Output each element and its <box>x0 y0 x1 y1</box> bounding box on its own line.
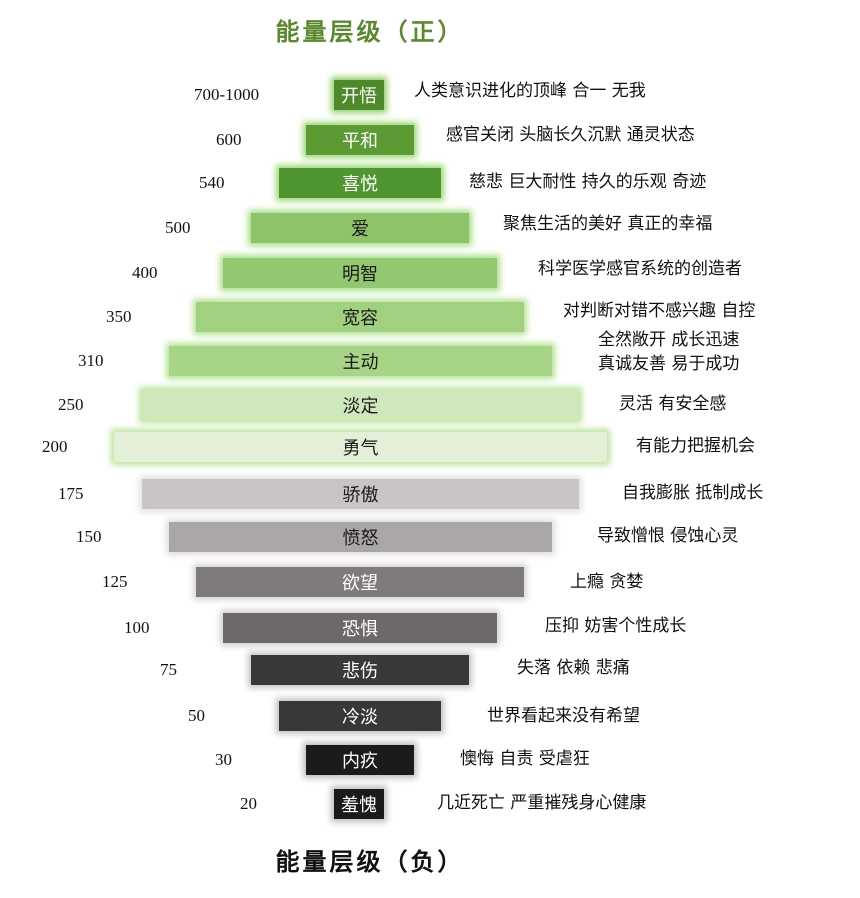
level-value: 600 <box>216 130 242 149</box>
level-description: 科学医学感官系统的创造者 <box>538 257 742 281</box>
level-value: 250 <box>58 395 84 414</box>
level-value: 100 <box>124 618 150 637</box>
level-value: 350 <box>106 307 132 326</box>
level-value: 540 <box>199 173 225 192</box>
level-description: 上瘾 贪婪 <box>570 570 643 594</box>
level-bar: 愤怒 <box>169 522 552 552</box>
level-description: 人类意识进化的顶峰 合一 无我 <box>414 79 646 103</box>
level-bar: 主动 <box>169 346 552 376</box>
level-value: 30 <box>215 750 232 769</box>
level-value: 175 <box>58 484 84 503</box>
level-bar: 恐惧 <box>223 613 497 643</box>
level-bar: 爱 <box>251 213 469 243</box>
level-description-line: 失落 依赖 悲痛 <box>517 658 630 678</box>
title-negative: 能量层级（负） <box>275 847 465 876</box>
level-value: 20 <box>240 794 257 813</box>
level-description-line: 聚焦生活的美好 真正的幸福 <box>503 214 713 234</box>
level-description-line: 对判断对错不感兴趣 自控 <box>563 301 756 321</box>
level-description: 导致憎恨 侵蚀心灵 <box>597 524 738 548</box>
level-description: 对判断对错不感兴趣 自控 <box>563 299 755 323</box>
level-bar: 羞愧 <box>334 789 384 819</box>
level-bar: 骄傲 <box>142 479 579 509</box>
level-bar: 内疚 <box>306 745 414 775</box>
level-description-line: 几近死亡 严重摧残身心健康 <box>437 793 647 813</box>
level-bar: 淡定 <box>142 390 579 420</box>
level-description-line: 世界看起来没有希望 <box>487 706 640 726</box>
level-value: 125 <box>102 572 128 591</box>
level-bar: 明智 <box>223 258 497 288</box>
level-description-line: 有能力把握机会 <box>636 436 755 456</box>
level-value: 500 <box>165 218 191 237</box>
level-description-line: 上瘾 贪婪 <box>570 572 644 592</box>
level-bar: 宽容 <box>196 302 524 332</box>
level-bar: 开悟 <box>334 80 384 110</box>
level-description: 几近死亡 严重摧残身心健康 <box>437 791 646 815</box>
level-description-line: 灵活 有安全感 <box>619 394 727 414</box>
level-bar: 悲伤 <box>251 655 469 685</box>
level-bar: 平和 <box>306 125 414 155</box>
level-description-line: 导致憎恨 侵蚀心灵 <box>597 526 739 546</box>
level-description: 压抑 妨害个性成长 <box>545 614 686 638</box>
level-value: 150 <box>76 527 102 546</box>
level-value: 200 <box>42 437 68 456</box>
level-description: 慈悲 巨大耐性 持久的乐观 奇迹 <box>469 170 706 194</box>
level-bar: 冷淡 <box>279 701 441 731</box>
level-bar: 喜悦 <box>279 168 441 198</box>
level-value: 400 <box>132 263 158 282</box>
level-description: 失落 依赖 悲痛 <box>517 656 630 680</box>
level-description: 感官关闭 头脑长久沉默 通灵状态 <box>446 123 695 147</box>
level-description-line: 感官关闭 头脑长久沉默 通灵状态 <box>446 125 695 145</box>
level-description-line: 自我膨胀 抵制成长 <box>622 483 764 503</box>
level-description: 聚焦生活的美好 真正的幸福 <box>503 212 712 236</box>
level-description-line: 全然敞开 成长迅速 <box>598 330 740 350</box>
level-description-line: 真诚友善 易于成功 <box>598 354 740 374</box>
level-description: 懊悔 自责 受虐狂 <box>460 747 590 771</box>
level-description-line: 人类意识进化的顶峰 合一 无我 <box>414 81 646 101</box>
level-description-line: 慈悲 巨大耐性 持久的乐观 奇迹 <box>469 172 707 192</box>
level-value: 75 <box>160 660 177 679</box>
level-description-line: 科学医学感官系统的创造者 <box>538 259 742 279</box>
title-positive: 能量层级（正） <box>275 17 465 46</box>
level-value: 50 <box>188 706 205 725</box>
level-description-line: 懊悔 自责 受虐狂 <box>460 749 590 769</box>
level-description-line: 压抑 妨害个性成长 <box>545 616 687 636</box>
level-bar: 欲望 <box>196 567 524 597</box>
level-description: 自我膨胀 抵制成长 <box>622 481 763 505</box>
level-value: 700-1000 <box>194 85 260 104</box>
level-value: 310 <box>78 351 104 370</box>
level-bar: 勇气 <box>114 432 607 462</box>
level-description: 全然敞开 成长迅速 真诚友善 易于成功 <box>598 328 739 376</box>
level-description: 灵活 有安全感 <box>619 392 726 416</box>
level-description: 有能力把握机会 <box>636 434 755 458</box>
level-description: 世界看起来没有希望 <box>487 704 640 728</box>
